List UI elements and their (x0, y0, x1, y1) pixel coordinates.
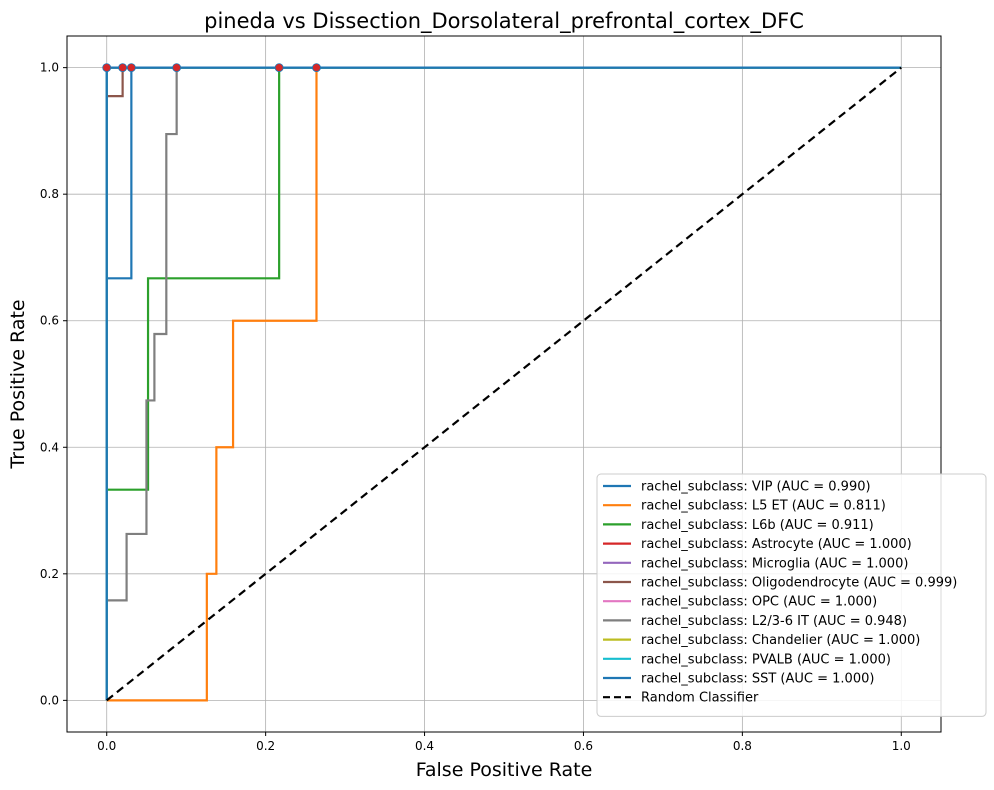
x-tick-label: 0.2 (256, 739, 275, 753)
threshold-marker (118, 63, 128, 73)
y-tick-label: 0.0 (40, 693, 59, 707)
legend-label: rachel_subclass: L5 ET (AUC = 0.811) (641, 499, 886, 514)
legend-label: rachel_subclass: L6b (AUC = 0.911) (641, 518, 874, 533)
threshold-marker (274, 63, 284, 73)
x-tick-label: 0.8 (733, 739, 752, 753)
legend-label: rachel_subclass: L2/3-6 IT (AUC = 0.948) (641, 614, 907, 629)
threshold-marker (172, 63, 182, 73)
legend-label: rachel_subclass: Microglia (AUC = 1.000) (641, 556, 908, 571)
legend-label: rachel_subclass: OPC (AUC = 1.000) (641, 595, 877, 610)
threshold-marker (102, 63, 112, 73)
legend-label: rachel_subclass: Oligodendrocyte (AUC = … (641, 576, 957, 591)
legend-box (596, 473, 987, 717)
legend-label: Random Classifier (641, 691, 759, 706)
legend-label: rachel_subclass: Chandelier (AUC = 1.000… (641, 633, 920, 648)
x-tick-label: 0.4 (415, 739, 434, 753)
legend-label: rachel_subclass: Astrocyte (AUC = 1.000) (641, 537, 912, 552)
y-tick-label: 0.8 (40, 187, 59, 201)
y-tick-label: 1.0 (40, 61, 59, 75)
x-axis-label: False Positive Rate (416, 759, 593, 781)
y-tick-label: 0.6 (40, 314, 59, 328)
random-classifier-line (106, 66, 902, 702)
legend-label: rachel_subclass: VIP (AUC = 0.990) (641, 480, 871, 495)
x-tick-label: 1.0 (892, 739, 911, 753)
y-tick-label: 0.2 (40, 567, 59, 581)
threshold-marker (126, 63, 136, 73)
threshold-marker (312, 63, 321, 73)
y-tick-label: 0.4 (40, 440, 59, 454)
chart-title: pineda vs Dissection_Dorsolateral_prefro… (204, 9, 804, 34)
legend: rachel_subclass: VIP (AUC = 0.990) rachel… (596, 473, 987, 717)
y-axis-label: True Positive Rate (7, 299, 29, 469)
x-tick-label: 0.0 (97, 739, 116, 753)
plot-frame (66, 35, 942, 733)
threshold-markers (102, 63, 321, 73)
legend-label: rachel_subclass: SST (AUC = 1.000) (641, 672, 874, 687)
roc-curve-series-2 (106, 66, 902, 702)
x-tick-label: 0.6 (574, 739, 593, 753)
roc-curve-series-8 (105, 66, 902, 701)
legend-label: rachel_subclass: PVALB (AUC = 1.000) (641, 652, 891, 667)
